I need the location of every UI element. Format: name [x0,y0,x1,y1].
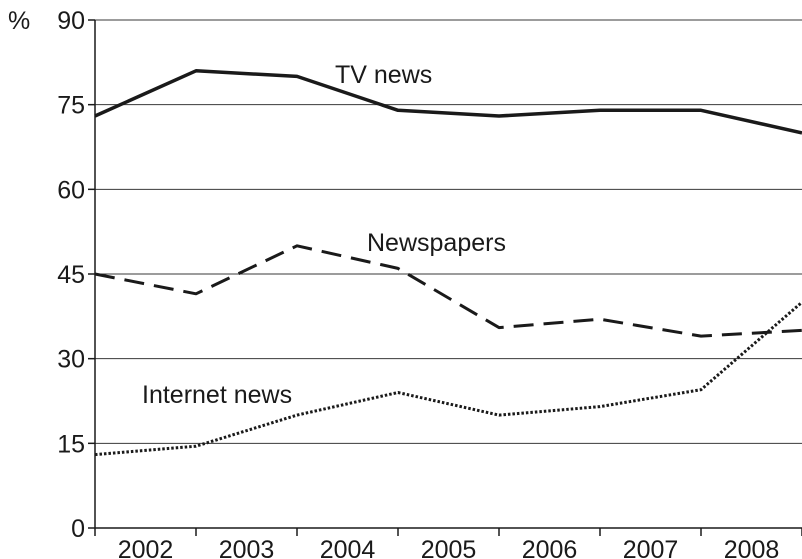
y-tick-label: 60 [57,176,85,204]
series-line-newspapers [94,244,802,338]
x-tick-label: 2007 [623,536,679,559]
y-tick-label: 90 [57,7,85,35]
y-tick-label: 0 [71,515,85,543]
series-line-tv-news [94,69,802,135]
series-label-internet-news: Internet news [142,381,292,409]
series-label-newspapers: Newspapers [367,229,506,257]
x-tick-label: 2008 [724,536,780,559]
y-axis-unit-label: % [8,7,30,35]
grid-lines [95,19,802,444]
y-tick-label: 75 [57,92,85,120]
labels: 0 15 30 45 60 75 90% 2002 2003 2004 2005 2006 2007 20… [8,7,779,559]
x-tick-label: 2004 [320,536,376,559]
series-line-internet-news [94,301,802,457]
x-tick-label: 2002 [118,536,174,559]
x-tick-label: 2003 [219,536,275,559]
y-tick-label: 15 [57,430,85,458]
y-tick-label: 30 [57,346,85,374]
y-tick-label: 45 [57,261,85,289]
series-label-tv-news: TV news [335,61,432,89]
x-tick-label: 2006 [522,536,578,559]
series-lines [94,69,802,457]
axes [88,19,802,536]
x-tick-label: 2005 [421,536,477,559]
